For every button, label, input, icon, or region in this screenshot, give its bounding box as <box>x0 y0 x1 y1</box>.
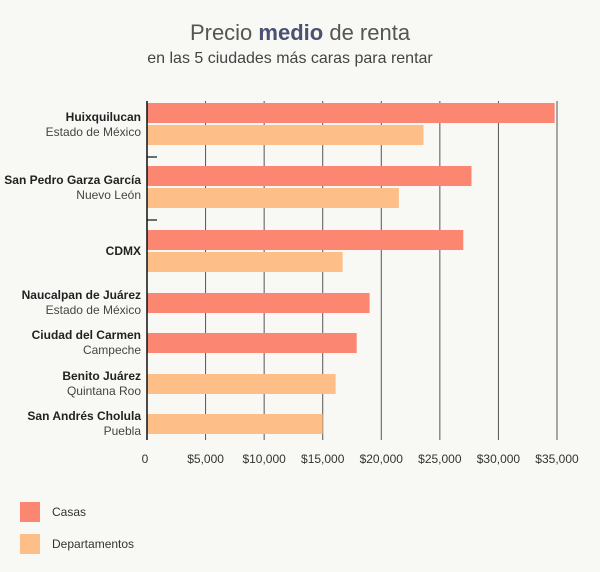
y-axis <box>146 101 157 440</box>
x-tick-label: $30,000 <box>477 452 521 466</box>
bar-departamentos <box>147 374 336 394</box>
x-tick-label: $25,000 <box>418 452 462 466</box>
category-name: Benito Juárez <box>62 369 141 383</box>
category-region: Estado de México <box>46 303 142 317</box>
legend-label-casas: Casas <box>52 505 86 519</box>
bar-departamentos <box>147 414 323 434</box>
category-region: Campeche <box>83 343 141 357</box>
bar-casas <box>147 333 357 353</box>
category-name: Huixquilucan <box>66 110 141 124</box>
legend: Casas Departamentos <box>20 502 134 554</box>
x-tick-label: $15,000 <box>301 452 345 466</box>
bar-casas <box>147 166 472 186</box>
legend-swatch-departamentos <box>20 534 40 554</box>
category-name: San Pedro Garza García <box>4 173 141 187</box>
legend-label-departamentos: Departamentos <box>52 537 134 551</box>
bar-departamentos <box>147 252 343 272</box>
x-tick-label: $5,000 <box>187 452 224 466</box>
x-tick-label: 0 <box>142 452 149 466</box>
category-region: Puebla <box>104 424 142 438</box>
x-axis-ticks: 0 $5,000 $10,000 $15,000 $20,000 $25,000 $30,0… <box>142 452 579 466</box>
bar-casas <box>147 293 370 313</box>
x-tick-label: $10,000 <box>242 452 286 466</box>
category-name: Ciudad del Carmen <box>32 328 141 342</box>
category-region: Estado de México <box>46 125 142 139</box>
bar-departamentos <box>147 188 399 208</box>
category-region: Quintana Roo <box>67 384 141 398</box>
bars <box>147 103 555 434</box>
title-part-2: de renta <box>323 20 411 45</box>
category-name: San Andrés Cholula <box>27 409 141 423</box>
category-name: CDMX <box>106 244 141 258</box>
chart-subtitle: en las 5 ciudades más caras para rentar <box>147 50 433 67</box>
bar-casas <box>147 103 555 123</box>
category-name: Naucalpan de Juárez <box>22 288 141 302</box>
x-tick-label: $35,000 <box>535 452 579 466</box>
category-region: Nuevo León <box>76 188 141 202</box>
legend-swatch-casas <box>20 502 40 522</box>
title-bold-part: medio <box>258 20 323 45</box>
bar-departamentos <box>147 125 424 145</box>
chart-title: Precio medio de renta <box>190 20 411 45</box>
x-tick-label: $20,000 <box>360 452 404 466</box>
bar-casas <box>147 230 464 250</box>
title-part-1: Precio <box>190 20 258 45</box>
